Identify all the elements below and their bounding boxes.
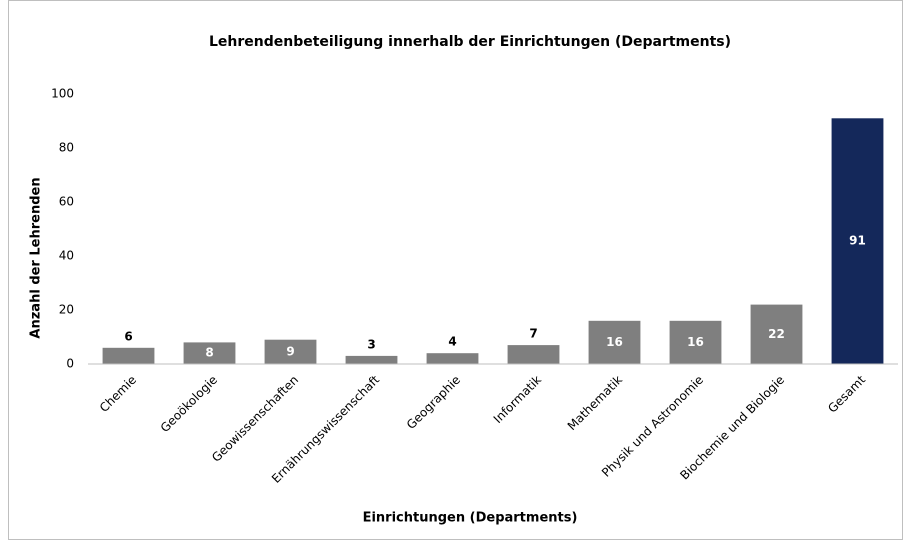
- x-tick-label: Geoökologie: [158, 373, 220, 435]
- x-axis-title: Einrichtungen (Departments): [363, 511, 578, 526]
- y-tick-label: 0: [66, 357, 74, 371]
- y-tick-label: 20: [59, 303, 74, 317]
- value-label: 6: [124, 329, 132, 343]
- x-tick-label: Mathematik: [565, 373, 625, 433]
- value-label: 22: [768, 327, 785, 341]
- bar: [345, 355, 398, 364]
- bar: [426, 353, 479, 364]
- value-label: 16: [687, 335, 704, 349]
- bar: [669, 320, 722, 364]
- value-label: 7: [529, 327, 537, 341]
- y-tick-label: 80: [59, 141, 74, 155]
- value-label: 91: [849, 234, 866, 248]
- value-label: 3: [367, 337, 375, 351]
- value-label: 16: [606, 335, 623, 349]
- x-tick-label: Geowissenschaften: [209, 373, 301, 465]
- bar: [831, 118, 884, 364]
- value-label: 8: [205, 346, 213, 360]
- chart-border: [8, 0, 903, 540]
- bar: [264, 339, 317, 364]
- y-tick-label: 60: [59, 195, 74, 209]
- x-tick-label: Chemie: [97, 373, 139, 415]
- value-label: 9: [286, 344, 294, 358]
- y-tick-label: 40: [59, 249, 74, 263]
- bar: [588, 320, 641, 364]
- x-tick-label: Gesamt: [825, 372, 868, 415]
- bar: [507, 345, 560, 364]
- y-axis-title: Anzahl der Lehrenden: [29, 177, 44, 338]
- x-tick-label: Informatik: [491, 373, 544, 426]
- bar: [183, 342, 236, 364]
- value-label: 4: [448, 335, 456, 349]
- bar: [102, 347, 155, 364]
- chart-title: Lehrendenbeteiligung innerhalb der Einri…: [209, 34, 731, 50]
- y-tick-label: 100: [51, 87, 74, 101]
- x-tick-label: Geographie: [404, 373, 463, 432]
- bar: [750, 304, 803, 364]
